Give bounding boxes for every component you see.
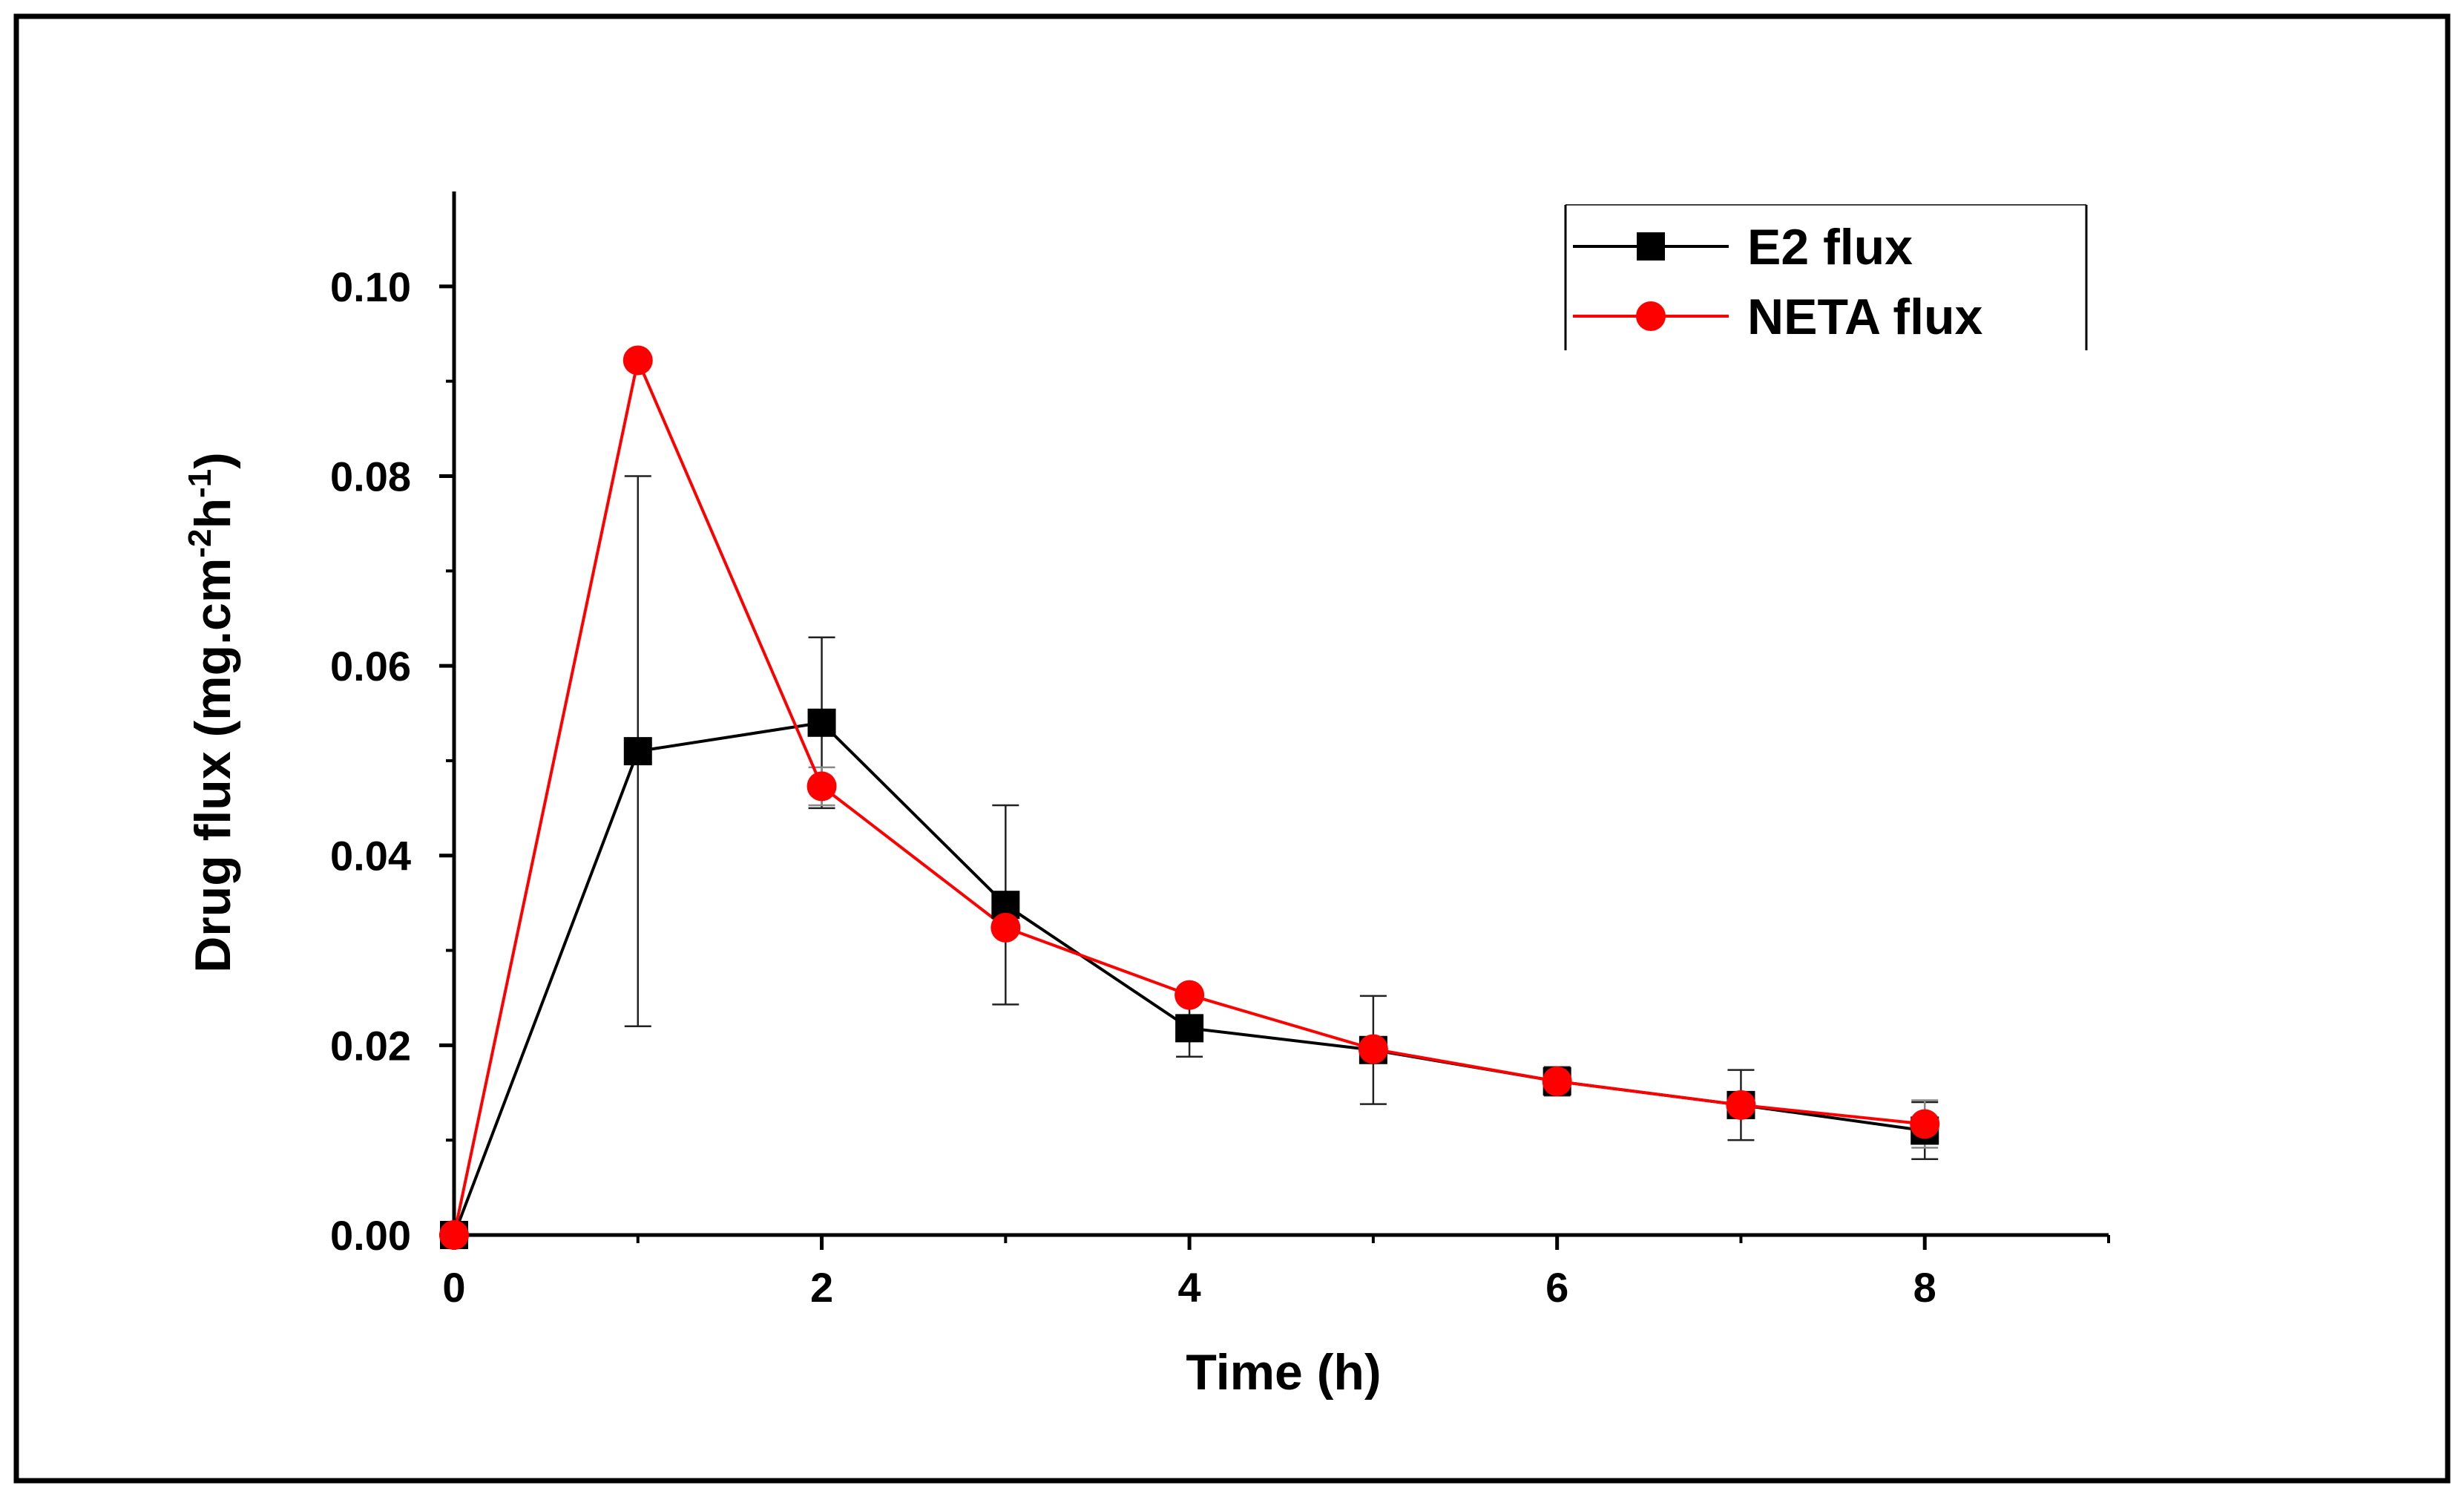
y-tick-label: 0.06 [330, 643, 411, 689]
neta-data-point [1542, 1066, 1572, 1096]
x-tick-label: 2 [810, 1264, 833, 1311]
axes: 0 2 4 6 8 0.00 0.02 0.04 0.06 0.08 0.10 [330, 191, 2110, 1311]
neta-data-point [1358, 1034, 1388, 1064]
y-axis-label: Drug flux (mg.cm-2h-1) [182, 452, 241, 973]
y-axis-label-sup2: -1 [182, 469, 218, 498]
legend-label: NETA flux [1747, 289, 1983, 345]
error-bars [624, 475, 1939, 1160]
y-tick-label: 0.08 [330, 453, 411, 499]
neta-data-point [622, 345, 653, 376]
neta-data-point [1910, 1109, 1940, 1139]
y-axis-label-sup1: -2 [182, 529, 218, 558]
e2-data-point [623, 737, 652, 766]
neta-data-point [439, 1220, 469, 1250]
y-tick-label: 0.02 [330, 1022, 411, 1069]
e2-data-point [807, 708, 836, 737]
series-line-e2 [453, 721, 1925, 1236]
legend-marker [1636, 301, 1666, 331]
x-tick-label: 0 [442, 1264, 465, 1311]
x-tick-label: 4 [1178, 1264, 1201, 1311]
y-tick-label: 0.04 [330, 833, 411, 879]
y-tick-label: 0.10 [330, 263, 411, 310]
legend: E2 flux NETA flux [1564, 204, 2088, 350]
x-tick-label: 6 [1545, 1264, 1568, 1311]
figure-frame [13, 13, 2451, 1484]
neta-data-point [1726, 1090, 1756, 1120]
y-axis-label-base: Drug flux (mg.cm [185, 558, 241, 973]
x-axis-label: Time (h) [1186, 1344, 1381, 1401]
y-tick-label: 0.00 [330, 1212, 411, 1259]
neta-data-point [990, 912, 1021, 943]
neta-data-point [1174, 980, 1205, 1010]
y-axis-label-end: ) [185, 452, 241, 469]
markers [439, 345, 1940, 1250]
y-axis-label-mid: h [185, 498, 241, 529]
legend-label: E2 flux [1747, 219, 1913, 275]
e2-data-point [1175, 1014, 1204, 1043]
neta-data-point [806, 771, 837, 802]
series-line-neta [453, 355, 1925, 1236]
series-lines [453, 355, 1925, 1236]
legend-marker [1637, 232, 1665, 261]
x-tick-label: 8 [1913, 1264, 1936, 1311]
